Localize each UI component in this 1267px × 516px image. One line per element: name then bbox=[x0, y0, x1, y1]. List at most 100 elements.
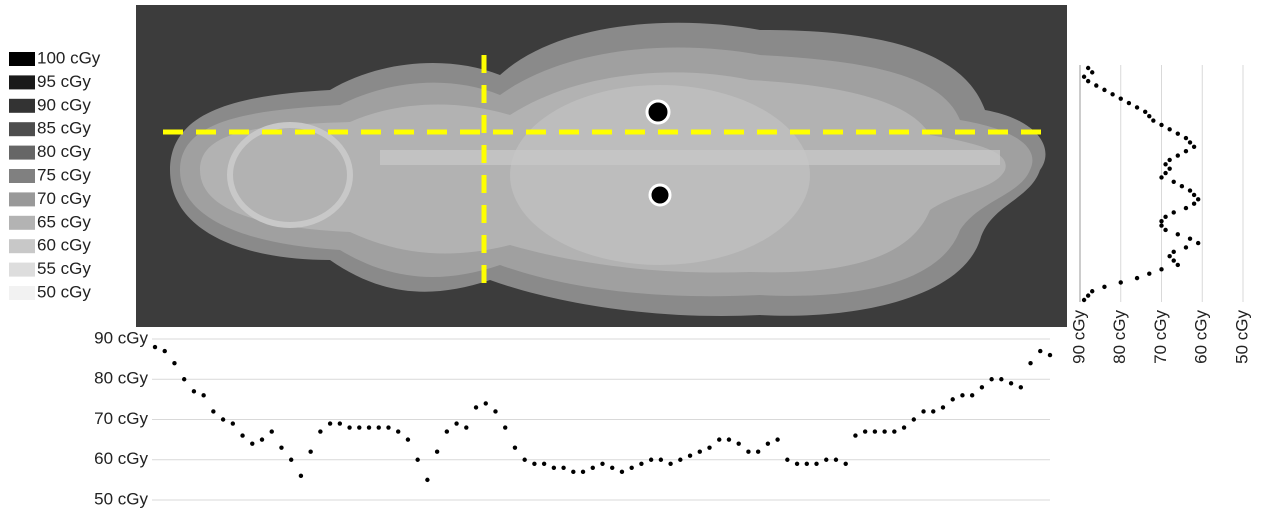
data-point bbox=[1159, 122, 1164, 128]
x-tick-label: 70 cGy bbox=[1151, 310, 1170, 364]
data-point bbox=[911, 417, 917, 422]
data-point bbox=[1183, 135, 1189, 141]
legend-swatch bbox=[9, 122, 35, 137]
data-point bbox=[785, 457, 790, 462]
data-point bbox=[1085, 65, 1091, 71]
data-point bbox=[580, 469, 586, 475]
legend-label: 80 cGy bbox=[37, 142, 91, 161]
x-tick-label: 50 cGy bbox=[1232, 310, 1251, 364]
data-point bbox=[279, 445, 284, 450]
data-point bbox=[512, 445, 518, 450]
data-point bbox=[1171, 258, 1176, 263]
data-point bbox=[833, 457, 839, 462]
skull-outline bbox=[227, 122, 353, 228]
data-point bbox=[1110, 92, 1115, 97]
data-point bbox=[853, 433, 858, 438]
data-point bbox=[678, 457, 683, 462]
data-point bbox=[396, 429, 401, 434]
data-point bbox=[1151, 118, 1156, 123]
data-point bbox=[1159, 219, 1164, 224]
data-point bbox=[892, 429, 897, 434]
data-point bbox=[454, 421, 459, 426]
data-point bbox=[1179, 183, 1185, 189]
data-point bbox=[1167, 157, 1172, 163]
legend-label: 70 cGy bbox=[37, 189, 91, 208]
data-point bbox=[405, 437, 411, 442]
data-point bbox=[250, 441, 255, 446]
data-point bbox=[1183, 205, 1189, 211]
data-point bbox=[979, 385, 985, 390]
data-point bbox=[1018, 385, 1024, 390]
data-point bbox=[240, 433, 245, 438]
data-point bbox=[1028, 360, 1033, 366]
data-point bbox=[1143, 109, 1148, 114]
data-point bbox=[940, 405, 946, 410]
data-point bbox=[1126, 100, 1132, 106]
data-point bbox=[1163, 162, 1168, 167]
legend-label: 50 cGy bbox=[37, 282, 91, 301]
data-point bbox=[989, 377, 994, 382]
data-point bbox=[473, 405, 479, 410]
data-point bbox=[824, 457, 829, 462]
data-point bbox=[1187, 236, 1193, 241]
data-point bbox=[775, 437, 780, 442]
data-point bbox=[1171, 179, 1176, 185]
data-point bbox=[337, 421, 343, 426]
data-point bbox=[162, 348, 167, 354]
marker bbox=[645, 99, 671, 125]
data-point bbox=[639, 461, 644, 466]
data-point bbox=[415, 457, 420, 462]
data-point bbox=[1085, 293, 1091, 298]
data-point bbox=[765, 441, 771, 446]
legend-swatch bbox=[9, 52, 35, 66]
data-point bbox=[191, 389, 197, 394]
data-point bbox=[1183, 148, 1189, 154]
data-point bbox=[327, 421, 333, 426]
data-point bbox=[532, 461, 537, 466]
legend-swatch bbox=[9, 239, 35, 254]
data-point bbox=[804, 461, 809, 466]
legend-label: 85 cGy bbox=[37, 119, 91, 138]
data-point bbox=[648, 457, 654, 462]
data-point bbox=[1118, 96, 1123, 101]
data-point bbox=[1171, 210, 1176, 215]
data-point bbox=[629, 465, 634, 470]
data-point bbox=[201, 393, 206, 398]
data-point bbox=[1134, 275, 1140, 281]
data-point bbox=[590, 465, 595, 470]
data-point bbox=[376, 425, 381, 430]
legend-swatch bbox=[9, 169, 35, 183]
y-tick-label: 80 cGy bbox=[94, 369, 148, 388]
data-point bbox=[736, 441, 741, 446]
data-point bbox=[1167, 166, 1172, 171]
data-point bbox=[298, 473, 304, 479]
data-point bbox=[687, 453, 693, 458]
data-point bbox=[1118, 280, 1123, 285]
legend-label: 65 cGy bbox=[37, 212, 91, 231]
data-point bbox=[308, 449, 313, 454]
data-point bbox=[1159, 267, 1164, 272]
marker bbox=[648, 183, 672, 207]
data-point bbox=[444, 429, 450, 434]
data-point bbox=[181, 377, 187, 382]
data-point bbox=[1102, 87, 1107, 93]
data-point bbox=[386, 425, 391, 430]
data-point bbox=[1159, 223, 1164, 228]
legend-swatch bbox=[9, 145, 35, 160]
vertical-profile: 90 cGy 80 cGy 70 cGy 60 cGy 50 cGy bbox=[1069, 65, 1251, 364]
y-tick-label: 50 cGy bbox=[94, 489, 148, 508]
data-point bbox=[610, 465, 615, 470]
data-point bbox=[230, 421, 236, 426]
data-point bbox=[1134, 105, 1140, 110]
data-point bbox=[1175, 153, 1181, 158]
data-point bbox=[1191, 144, 1197, 149]
data-point bbox=[814, 461, 819, 466]
data-point bbox=[862, 429, 868, 434]
data-point bbox=[931, 409, 936, 414]
spine bbox=[380, 150, 1000, 165]
data-point bbox=[960, 393, 965, 398]
data-point bbox=[1171, 249, 1176, 255]
legend-label: 100 cGy bbox=[37, 48, 101, 67]
data-point bbox=[464, 425, 469, 430]
legend-label: 55 cGy bbox=[37, 259, 91, 278]
